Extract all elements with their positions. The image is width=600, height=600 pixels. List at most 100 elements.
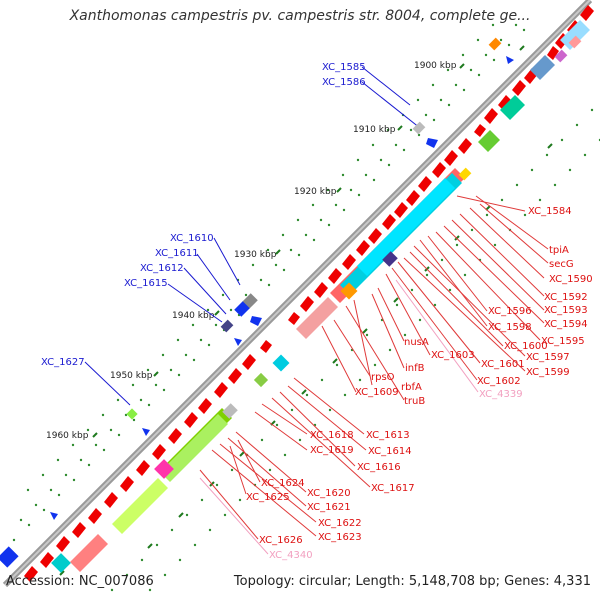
gene-label-xc4340: XC_4340 (269, 550, 313, 561)
grid-dot (538, 198, 542, 202)
ruler-label-1900: 1900 kbp (414, 61, 457, 71)
grid-dot (230, 468, 234, 472)
grid-dot (545, 153, 549, 157)
grid-dot (267, 283, 271, 287)
grid-dot (335, 363, 339, 367)
grid-dot (416, 98, 420, 102)
grid-dot (523, 213, 527, 217)
grid-dot (178, 558, 182, 562)
genome-title: Xanthomonas campestris pv. campestris st… (69, 8, 531, 24)
grid-dot (492, 58, 496, 62)
grid-dot (49, 488, 53, 492)
grid-dot (568, 168, 572, 172)
grid-dot (146, 368, 150, 372)
gene-label-rbfa: rbfA (401, 382, 422, 393)
gene-label-xc1601: XC_1601 (481, 359, 525, 370)
grid-dot (476, 38, 480, 42)
gene-track-forward (24, 5, 594, 582)
grid-dot (131, 383, 135, 387)
grid-dot (365, 333, 369, 337)
grid-dot (403, 333, 407, 337)
grid-dot (109, 428, 113, 432)
gene-label-xc1610: XC_1610 (170, 233, 214, 244)
accession-label: Accession: NC_007086 (6, 574, 154, 589)
gene-label-xc1622: XC_1622 (318, 518, 362, 529)
gene-label-xc1593: XC_1593 (544, 305, 588, 316)
grid-dot (425, 273, 429, 277)
grid-dot (349, 188, 353, 192)
grid-dot (281, 233, 285, 237)
grid-dot (208, 528, 212, 532)
grid-dot (500, 198, 504, 202)
grid-dot (402, 148, 406, 152)
grid-dot (86, 428, 90, 432)
grid-dot (462, 88, 466, 92)
grid-dot (328, 408, 332, 412)
grid-dot (312, 238, 316, 242)
grid-dot (72, 478, 76, 482)
grid-dot (583, 153, 587, 157)
grid-dot (124, 413, 128, 417)
grid-dot (304, 233, 308, 237)
grid-dot (440, 258, 444, 262)
leader-lines-outer (84, 66, 421, 406)
gene-label-xc1623: XC_1623 (318, 532, 362, 543)
grid-dot (418, 318, 422, 322)
gene-label-xc1619: XC_1619 (310, 445, 354, 456)
grid-dot (575, 123, 579, 127)
gene-label-tpia: tpiA (549, 245, 569, 256)
grid-dot (320, 378, 324, 382)
grid-dot (319, 218, 323, 222)
dotted-grid (12, 23, 600, 592)
grid-dot (454, 83, 458, 87)
gene-label-nusa: nusA (404, 337, 429, 348)
grid-dot (410, 288, 414, 292)
grid-dot (515, 183, 519, 187)
grid-dot (522, 28, 526, 32)
labels-inner-right: XC_1584 tpiA secG XC_1590 XC_1592 XC_159… (355, 206, 593, 407)
gene-label-xc1621: XC_1621 (307, 502, 351, 513)
gene-label-xc1612: XC_1612 (140, 263, 184, 274)
grid-dot (259, 278, 263, 282)
grid-dot (553, 183, 557, 187)
labels-outer: XC_1585 XC_1586 XC_1610 XC_1611 XC_1612 … (41, 62, 366, 368)
grid-dot (455, 243, 459, 247)
grid-dot (71, 443, 75, 447)
grid-dot (102, 448, 106, 452)
grid-dot (485, 213, 489, 217)
gene-label-xc1625: XC_1625 (246, 492, 290, 503)
gene-label-xc1614: XC_1614 (368, 446, 412, 457)
grid-dot (116, 398, 120, 402)
grid-dot (463, 273, 467, 277)
grid-dot (268, 468, 272, 472)
gene-label-xc1600: XC_1600 (504, 341, 548, 352)
grid-dot (514, 23, 518, 27)
grid-dot (19, 518, 23, 522)
gene-label-xc1627: XC_1627 (41, 357, 85, 368)
grid-dot (499, 38, 503, 42)
grid-dot (139, 398, 143, 402)
grid-dot (417, 133, 421, 137)
grid-dot (185, 513, 189, 517)
grid-dot (493, 243, 497, 247)
grid-dot (274, 263, 278, 267)
grid-dot (327, 223, 331, 227)
grid-dot (311, 203, 315, 207)
leader-lines-pseudo (199, 279, 479, 555)
grid-dot (12, 538, 16, 542)
grid-dot (448, 288, 452, 292)
grid-dot (446, 68, 450, 72)
grid-dot (140, 558, 144, 562)
grid-dot (57, 493, 61, 497)
ruler-label-1920: 1920 kbp (294, 187, 337, 197)
grid-dot (477, 73, 481, 77)
grid-dot (491, 23, 495, 27)
gene-label-xc1618: XC_1618 (310, 430, 354, 441)
grid-dot (101, 413, 105, 417)
gene-label-xc1609: XC_1609 (355, 387, 399, 398)
grid-dot (221, 293, 225, 297)
grid-dot (379, 158, 383, 162)
ruler-label-1910: 1910 kbp (353, 125, 396, 135)
grid-dot (184, 353, 188, 357)
